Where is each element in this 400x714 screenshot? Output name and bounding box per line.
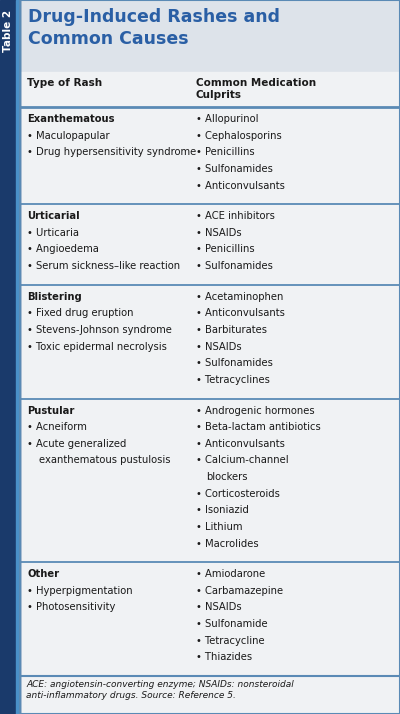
Bar [20, 676, 400, 714]
Bar [16, 0, 20, 714]
Text: • Beta-lactam antibiotics: • Beta-lactam antibiotics [196, 422, 321, 432]
Text: blockers: blockers [206, 472, 248, 482]
Text: • Allopurinol: • Allopurinol [196, 114, 258, 124]
Text: • Carbamazepine: • Carbamazepine [196, 586, 283, 596]
Text: • Angioedema: • Angioedema [27, 244, 99, 254]
Text: • NSAIDs: • NSAIDs [196, 341, 242, 351]
Bar [20, 398, 400, 562]
Text: • Tetracycline: • Tetracycline [196, 635, 265, 645]
Text: • Barbiturates: • Barbiturates [196, 325, 267, 335]
Text: • Urticaria: • Urticaria [27, 228, 79, 238]
Text: • Macrolides: • Macrolides [196, 538, 259, 548]
Text: • NSAIDs: • NSAIDs [196, 603, 242, 613]
Text: Other: Other [27, 569, 59, 579]
Text: • Toxic epidermal necrolysis: • Toxic epidermal necrolysis [27, 341, 167, 351]
Bar [0, 0, 20, 714]
Bar [20, 562, 400, 676]
Text: • Androgenic hormones: • Androgenic hormones [196, 406, 315, 416]
Text: • Sulfonamides: • Sulfonamides [196, 164, 273, 174]
Text: • Anticonvulsants: • Anticonvulsants [196, 439, 285, 449]
Text: • Hyperpigmentation: • Hyperpigmentation [27, 586, 133, 596]
Text: • Acute generalized: • Acute generalized [27, 439, 126, 449]
Text: • Acetaminophen: • Acetaminophen [196, 292, 283, 302]
Text: Common Medication
Culprits: Common Medication Culprits [196, 78, 316, 99]
Text: • Amiodarone: • Amiodarone [196, 569, 265, 579]
Text: • Stevens-Johnson syndrome: • Stevens-Johnson syndrome [27, 325, 172, 335]
Text: • Penicillins: • Penicillins [196, 147, 255, 157]
Text: • Tetracyclines: • Tetracyclines [196, 375, 270, 385]
Text: • Anticonvulsants: • Anticonvulsants [196, 181, 285, 191]
Bar [20, 204, 400, 285]
Text: Table 2: Table 2 [3, 10, 13, 52]
Text: • Fixed drug eruption: • Fixed drug eruption [27, 308, 134, 318]
Text: • Sulfonamide: • Sulfonamide [196, 619, 268, 629]
Text: • Drug hypersensitivity syndrome: • Drug hypersensitivity syndrome [27, 147, 196, 157]
Text: Blistering: Blistering [27, 292, 82, 302]
Text: • Calcium-channel: • Calcium-channel [196, 456, 289, 466]
Text: • Photosensitivity: • Photosensitivity [27, 603, 115, 613]
Bar [20, 107, 400, 204]
Text: • Thiazides: • Thiazides [196, 653, 252, 663]
Text: Pustular: Pustular [27, 406, 74, 416]
Text: • Lithium: • Lithium [196, 522, 242, 532]
Bar [20, 72, 400, 107]
Text: ACE: angiotensin-converting enzyme; NSAIDs: nonsteroidal
anti-inflammatory drugs: ACE: angiotensin-converting enzyme; NSAI… [26, 680, 294, 700]
Text: • Anticonvulsants: • Anticonvulsants [196, 308, 285, 318]
Text: • ACE inhibitors: • ACE inhibitors [196, 211, 275, 221]
Text: Type of Rash: Type of Rash [27, 78, 102, 88]
Text: • Serum sickness–like reaction: • Serum sickness–like reaction [27, 261, 180, 271]
Text: • Isoniazid: • Isoniazid [196, 506, 249, 516]
Text: • Corticosteroids: • Corticosteroids [196, 488, 280, 498]
Text: exanthematous pustulosis: exanthematous pustulosis [39, 456, 170, 466]
Text: • Acneiform: • Acneiform [27, 422, 87, 432]
Text: • Cephalosporins: • Cephalosporins [196, 131, 282, 141]
Text: • Penicillins: • Penicillins [196, 244, 255, 254]
Text: Urticarial: Urticarial [27, 211, 80, 221]
Text: Drug-Induced Rashes and
Common Causes: Drug-Induced Rashes and Common Causes [28, 8, 280, 48]
Text: • Sulfonamides: • Sulfonamides [196, 358, 273, 368]
Text: • Sulfonamides: • Sulfonamides [196, 261, 273, 271]
Text: • NSAIDs: • NSAIDs [196, 228, 242, 238]
Text: Exanthematous: Exanthematous [27, 114, 114, 124]
Bar [20, 0, 400, 72]
Bar [20, 285, 400, 398]
Text: • Maculopapular: • Maculopapular [27, 131, 110, 141]
